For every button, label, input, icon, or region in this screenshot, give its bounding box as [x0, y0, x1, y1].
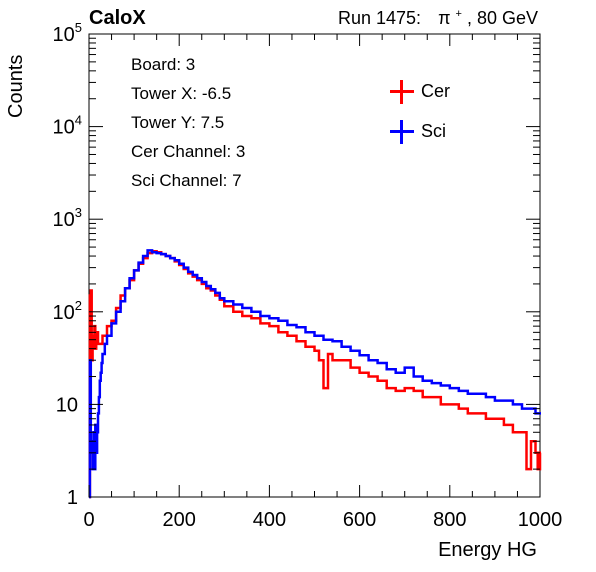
y-tick-label: 105 [53, 20, 82, 46]
x-tick-label: 1000 [518, 509, 563, 531]
particle-charge: + [456, 8, 462, 20]
x-tick-label: 800 [433, 509, 466, 531]
x-tick-label: 600 [343, 509, 376, 531]
info-cer-channel: Cer Channel: 3 [131, 142, 246, 161]
legend-marker-cer [390, 80, 414, 104]
series-layer [88, 249, 542, 499]
y-tick-label: 103 [53, 205, 82, 231]
x-tick-label: 200 [163, 509, 196, 531]
info-sci-channel: Sci Channel: 7 [131, 171, 242, 190]
label-layer: 0 200 400 600 800 1000 1 10 102 103 104 105 [53, 20, 563, 531]
y-tick-label: 1 [67, 487, 78, 509]
legend-marker-sci [390, 120, 414, 144]
y-axis-label: Counts [5, 55, 27, 118]
info-tower-x: Tower X: -6.5 [131, 84, 232, 103]
x-tick-label: 400 [253, 509, 286, 531]
particle-symbol: π [438, 8, 450, 28]
series-line-cer [88, 250, 542, 499]
y-tick-label: 102 [53, 298, 82, 324]
header-left-label: CaloX [89, 7, 146, 29]
tick-layer [88, 34, 541, 498]
x-axis-label: Energy HG [438, 539, 537, 561]
info-box: Board: 3 Tower X: -6.5 Tower Y: 7.5 Cer … [131, 50, 245, 195]
legend-label-cer: Cer [421, 81, 451, 101]
info-board: Board: 3 [131, 55, 196, 74]
header-run-text: Run 1475: π + , 80 GeV [338, 1, 538, 28]
beam-energy: , 80 GeV [467, 8, 538, 28]
y-tick-label: 10 [56, 394, 78, 416]
y-tick-label: 104 [53, 113, 82, 139]
info-tower-y: Tower Y: 7.5 [131, 113, 225, 132]
x-tick-label: 0 [83, 509, 94, 531]
legend-label-sci: Sci [421, 121, 447, 141]
series-line-sci [88, 249, 541, 499]
